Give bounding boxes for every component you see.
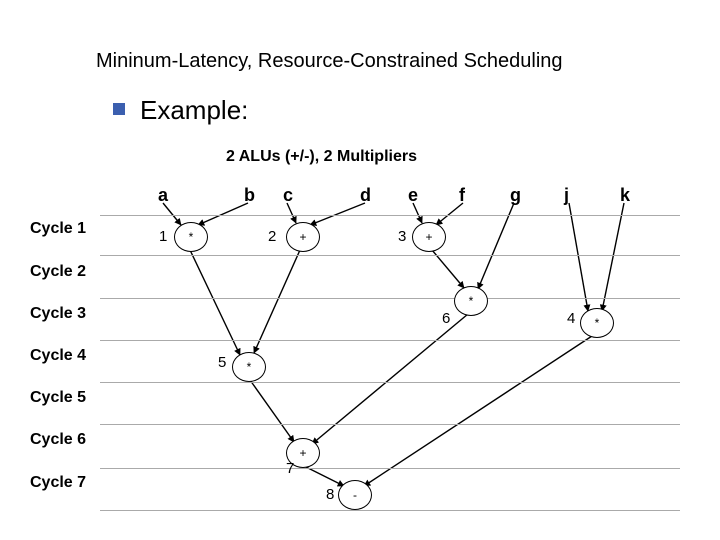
input-label-d: d (360, 185, 371, 206)
cycle-label: Cycle 3 (30, 305, 86, 323)
input-label-f: f (459, 185, 465, 206)
op-node-id: 4 (567, 310, 575, 327)
cycle-rule (100, 424, 680, 425)
op-node-5: * (232, 352, 266, 382)
op-node-4: * (580, 308, 614, 338)
cycle-rule (100, 215, 680, 216)
input-label-e: e (408, 185, 418, 206)
cycle-rule (100, 340, 680, 341)
input-label-c: c (283, 185, 293, 206)
cycle-label: Cycle 5 (30, 389, 86, 407)
op-node-2: + (286, 222, 320, 252)
cycle-rule (100, 298, 680, 299)
op-node-id: 3 (398, 228, 406, 245)
op-node-id: 1 (159, 228, 167, 245)
cycle-rule (100, 468, 680, 469)
cycle-rule (100, 255, 680, 256)
op-node-8: - (338, 480, 372, 510)
input-label-g: g (510, 185, 521, 206)
op-node-1: * (174, 222, 208, 252)
cycle-rule (100, 382, 680, 383)
edge-layer (0, 0, 720, 540)
example-heading: Example: (140, 95, 248, 126)
cycle-label: Cycle 7 (30, 474, 86, 492)
op-node-id: 2 (268, 228, 276, 245)
resources-label: 2 ALUs (+/-), 2 Multipliers (226, 148, 417, 166)
op-node-6: * (454, 286, 488, 316)
cycle-label: Cycle 6 (30, 431, 86, 449)
slide-title: Mininum-Latency, Resource-Constrained Sc… (96, 50, 563, 73)
cycle-label: Cycle 1 (30, 220, 86, 238)
input-label-j: j (564, 185, 569, 206)
op-node-id: 6 (442, 310, 450, 327)
op-node-3: + (412, 222, 446, 252)
input-label-k: k (620, 185, 630, 206)
op-node-id: 8 (326, 486, 334, 503)
cycle-rule (100, 510, 680, 511)
input-label-a: a (158, 185, 168, 206)
cycle-label: Cycle 2 (30, 263, 86, 281)
op-node-id: 5 (218, 354, 226, 371)
bullet-icon (113, 103, 125, 115)
cycle-label: Cycle 4 (30, 347, 86, 365)
op-node-id: 7 (286, 460, 294, 477)
input-label-b: b (244, 185, 255, 206)
